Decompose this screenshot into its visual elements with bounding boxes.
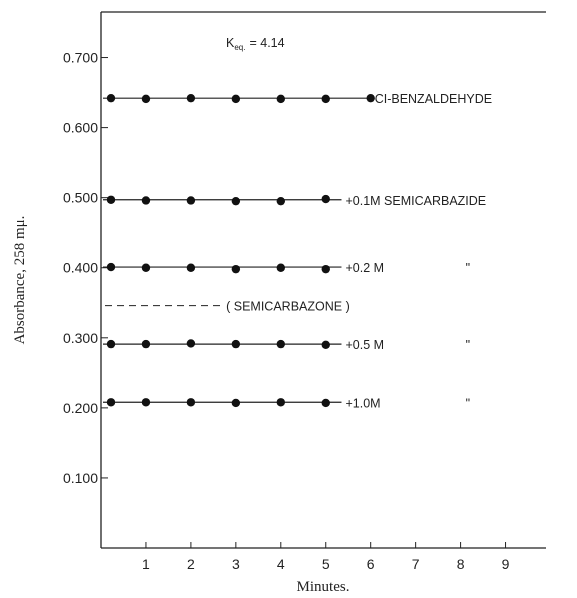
data-point <box>276 398 285 407</box>
x-tick-label: 7 <box>412 556 420 572</box>
ditto-mark: " <box>466 261 470 275</box>
keq-subscript: eq. <box>234 43 245 52</box>
data-point <box>276 196 285 206</box>
y-tick-label: 0.100 <box>63 470 98 486</box>
data-point <box>321 194 330 204</box>
data-point <box>276 339 285 349</box>
x-tick-label: 1 <box>142 556 150 572</box>
data-point <box>231 398 241 408</box>
data-point <box>321 340 330 350</box>
data-point <box>231 94 241 104</box>
data-point <box>141 196 151 205</box>
y-tick-label: 0.700 <box>63 50 98 66</box>
data-point <box>106 339 116 349</box>
axes <box>100 11 546 549</box>
keq-annotation: Keq. = 4.14 <box>226 36 285 52</box>
data-point <box>186 93 196 103</box>
data-point <box>106 93 116 103</box>
y-tick-label: 0.600 <box>63 120 98 136</box>
keq-symbol: K <box>226 36 235 50</box>
data-point <box>186 196 196 205</box>
data-point <box>231 196 241 206</box>
data-point <box>276 263 285 272</box>
x-tick-label: 4 <box>277 556 285 572</box>
x-axis-title: Minutes. <box>297 579 350 595</box>
data-point <box>106 398 116 407</box>
reference-line-group: ( SEMICARBAZONE ) <box>105 300 350 314</box>
y-tick-label: 0.500 <box>63 190 98 206</box>
series-label: +0.5 M <box>345 338 384 352</box>
series: CI-BENZALDEHYDE <box>103 92 492 106</box>
data-point <box>141 339 151 349</box>
x-tick-label: 2 <box>187 556 195 572</box>
data-point <box>106 195 116 204</box>
data-point <box>321 398 330 408</box>
data-point <box>186 263 196 272</box>
y-tick-label: 0.300 <box>63 330 98 346</box>
series: +0.2 M " <box>103 261 470 275</box>
series: +0.5 M " <box>103 338 470 352</box>
x-tick-label: 3 <box>232 556 240 572</box>
data-point <box>106 262 116 272</box>
y-tick-label: 0.400 <box>63 260 98 276</box>
data-point <box>276 94 285 104</box>
reference-line-label: ( SEMICARBAZONE ) <box>226 300 350 314</box>
y-axis-ticks: 0.100 0.200 0.300 0.400 0.500 0.600 0.700 <box>63 50 108 486</box>
series-label: +0.2 M <box>345 261 384 275</box>
data-point <box>186 398 196 407</box>
data-point <box>321 94 330 104</box>
ditto-mark: " <box>466 396 470 410</box>
data-point <box>231 339 241 349</box>
y-axis-title: Absorbance, 258 mμ. <box>12 216 28 345</box>
data-point <box>366 93 375 103</box>
data-point <box>231 264 241 274</box>
series-label: +0.1M SEMICARBAZIDE <box>345 194 486 208</box>
x-axis-ticks: 1 2 3 4 5 6 7 8 9 <box>142 542 510 572</box>
data-point <box>141 398 151 407</box>
data-point <box>321 264 330 274</box>
series: +0.1M SEMICARBAZIDE <box>103 194 486 208</box>
keq-value: = 4.14 <box>249 36 284 50</box>
x-tick-label: 6 <box>367 556 375 572</box>
x-tick-label: 9 <box>502 556 510 572</box>
series: +1.0M " <box>103 396 470 410</box>
y-tick-label: 0.200 <box>63 400 98 416</box>
series-label: +1.0M <box>345 396 380 410</box>
ditto-mark: " <box>466 338 470 352</box>
data-point <box>141 263 151 272</box>
series-label: CI-BENZALDEHYDE <box>375 92 492 106</box>
x-tick-label: 8 <box>457 556 465 572</box>
series-group: CI-BENZALDEHYDE +0.1M SEMICARBAZIDE +0.2 M… <box>103 92 492 410</box>
data-point <box>141 94 151 104</box>
x-tick-label: 5 <box>322 556 330 572</box>
data-point <box>186 339 196 348</box>
